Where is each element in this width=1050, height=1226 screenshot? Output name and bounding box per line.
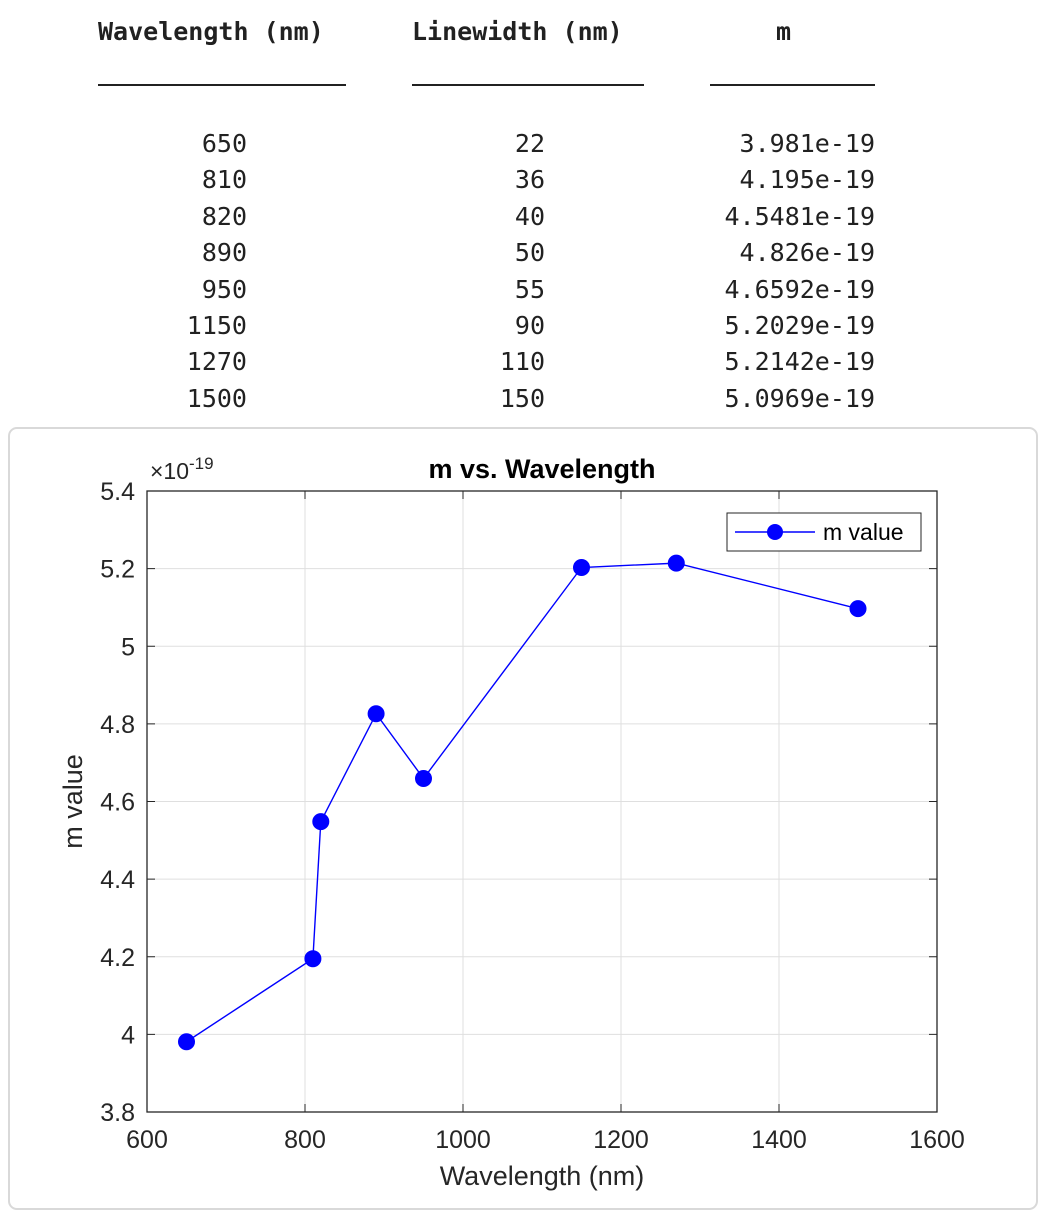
chart-title: m vs. Wavelength	[428, 454, 655, 484]
header-m: m	[776, 17, 792, 46]
cell-linewidth: 55	[514, 274, 545, 304]
y-tick-label: 5.4	[100, 478, 135, 506]
x-tick-label: 1600	[909, 1126, 965, 1154]
y-exponent-label: ×10-19	[150, 454, 214, 484]
data-point	[304, 950, 322, 968]
x-tick-label: 800	[284, 1126, 326, 1154]
cell-m: 5.2142e-19	[724, 347, 875, 377]
series-line	[186, 562, 859, 1043]
cell-wavelength: 820	[201, 201, 247, 231]
header-underline-m	[710, 84, 875, 86]
table-output: Wavelength (nm) Linewidth (nm) m 650 22 3.…	[0, 0, 1050, 420]
legend-marker	[767, 524, 783, 540]
y-tick-label: 5	[121, 633, 135, 661]
x-tick-label: 1200	[593, 1126, 649, 1154]
cell-wavelength: 1150	[186, 311, 247, 340]
cell-m: 5.2029e-19	[724, 311, 875, 340]
cell-linewidth: 40	[514, 201, 545, 231]
y-tick-label: 5.2	[100, 556, 135, 584]
y-tick-label: 4.2	[100, 944, 135, 972]
cell-linewidth: 50	[514, 238, 545, 268]
x-tick-label: 600	[126, 1126, 168, 1154]
cell-wavelength: 890	[201, 238, 247, 268]
cell-wavelength: 1270	[186, 347, 247, 377]
cell-linewidth: 90	[514, 311, 545, 340]
x-tick-label: 1400	[751, 1126, 807, 1154]
legend-label: m value	[823, 519, 904, 545]
cell-linewidth: 150	[499, 383, 545, 413]
cell-m: 4.195e-19	[739, 165, 875, 195]
data-point	[849, 600, 867, 618]
cell-linewidth: 36	[514, 165, 545, 195]
data-point	[573, 558, 590, 576]
cell-wavelength: 810	[201, 165, 247, 195]
y-axis-label: m value	[58, 754, 88, 849]
line-chart: 600 800 1000 1200 1400 1600 3.8 4 4.2 4.4 4.6 4.8 5 5…	[58, 454, 965, 1191]
data-point	[667, 554, 685, 572]
x-tick-label: 1000	[435, 1126, 491, 1154]
data-point	[312, 813, 330, 831]
cell-wavelength: 650	[201, 129, 247, 158]
header-underline-linewidth	[412, 84, 644, 86]
cell-m: 4.826e-19	[739, 238, 875, 268]
header-underline-wavelength	[98, 84, 346, 86]
cell-linewidth: 22	[514, 129, 545, 158]
x-axis-label: Wavelength (nm)	[440, 1161, 645, 1191]
cell-linewidth: 110	[499, 347, 545, 377]
cell-wavelength: 950	[201, 274, 247, 304]
cell-m: 5.0969e-19	[724, 383, 875, 413]
y-exponent-base: ×10	[150, 458, 189, 484]
cell-m: 3.981e-19	[739, 129, 875, 158]
cell-wavelength: 1500	[186, 383, 247, 413]
cell-m: 4.6592e-19	[724, 274, 875, 304]
cell-m: 4.5481e-19	[724, 201, 875, 231]
y-tick-label: 4.4	[100, 866, 135, 894]
y-tick-label: 4	[121, 1021, 135, 1049]
header-wavelength: Wavelength (nm)	[98, 17, 324, 46]
y-tick-label: 3.8	[100, 1099, 135, 1127]
y-tick-label: 4.6	[100, 789, 135, 817]
y-tick-label: 4.8	[100, 711, 135, 739]
data-point	[178, 1033, 195, 1051]
figure-panel: 600 800 1000 1200 1400 1600 3.8 4 4.2 4.4 4.6 4.8 5 5…	[8, 427, 1038, 1210]
data-point	[367, 705, 385, 723]
y-exponent-power: -19	[189, 454, 214, 473]
data-point	[415, 770, 432, 788]
header-linewidth: Linewidth (nm)	[412, 17, 623, 46]
